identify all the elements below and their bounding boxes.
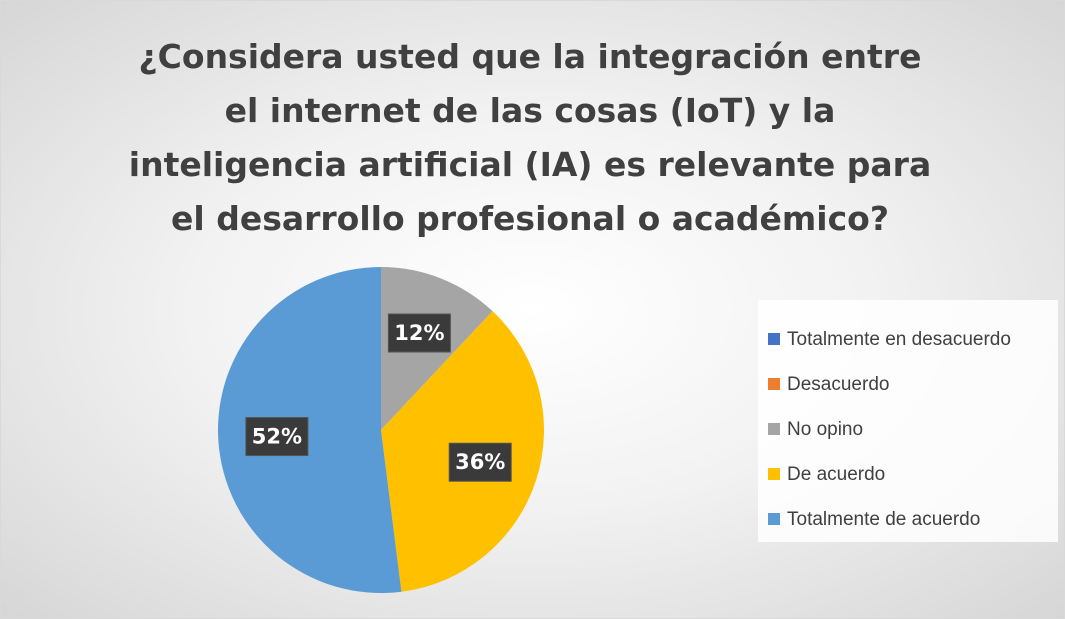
pie-slice bbox=[218, 267, 402, 594]
legend-box bbox=[758, 300, 1058, 542]
legend-label: Desacuerdo bbox=[787, 374, 889, 395]
data-label-text: 52% bbox=[252, 425, 302, 449]
chart-title: ¿Considera usted que la integración entr… bbox=[128, 37, 932, 238]
data-label-box bbox=[448, 442, 512, 482]
data-label-text: 36% bbox=[455, 450, 505, 474]
data-label-text: 12% bbox=[394, 321, 444, 345]
legend-label: Totalmente de acuerdo bbox=[787, 509, 980, 530]
data-label-box bbox=[245, 417, 309, 457]
data-label-box bbox=[387, 313, 451, 353]
data-label: 12% bbox=[387, 313, 451, 353]
legend-label: De acuerdo bbox=[787, 464, 885, 485]
legend-label: No opino bbox=[787, 419, 863, 440]
legend-swatch bbox=[768, 513, 780, 525]
legend-swatch bbox=[768, 423, 780, 435]
legend-label: Totalmente en desacuerdo bbox=[787, 329, 1011, 350]
legend-swatch bbox=[768, 333, 780, 345]
legend-swatch bbox=[768, 468, 780, 480]
data-label: 36% bbox=[448, 442, 512, 482]
data-label: 52% bbox=[245, 417, 309, 457]
legend-swatch bbox=[768, 378, 780, 390]
